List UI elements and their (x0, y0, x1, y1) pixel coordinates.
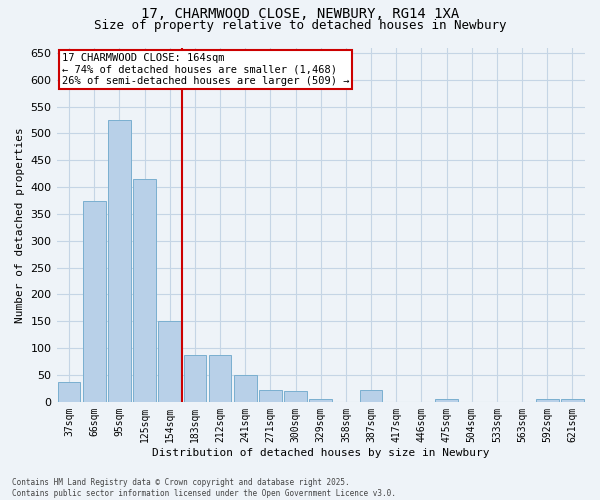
Bar (83, 200, 106, 402)
Text: 17, CHARMWOOD CLOSE, NEWBURY, RG14 1XA: 17, CHARMWOOD CLOSE, NEWBURY, RG14 1XA (141, 8, 459, 22)
Bar (58, 382, 80, 402)
Text: Size of property relative to detached houses in Newbury: Size of property relative to detached ho… (94, 19, 506, 32)
Bar (184, 354, 206, 402)
Bar (435, 399, 458, 402)
Bar (158, 322, 181, 402)
Bar (108, 120, 131, 402)
Bar (234, 375, 257, 402)
Bar (259, 390, 282, 402)
Bar (284, 391, 307, 402)
Bar (536, 399, 559, 402)
Bar (561, 399, 584, 402)
Text: 17 CHARMWOOD CLOSE: 164sqm
← 74% of detached houses are smaller (1,468)
26% of s: 17 CHARMWOOD CLOSE: 164sqm ← 74% of deta… (62, 53, 349, 86)
X-axis label: Distribution of detached houses by size in Newbury: Distribution of detached houses by size … (152, 448, 490, 458)
Text: Contains HM Land Registry data © Crown copyright and database right 2025.
Contai: Contains HM Land Registry data © Crown c… (12, 478, 396, 498)
Bar (133, 179, 156, 402)
Bar (310, 399, 332, 402)
Bar (360, 390, 382, 402)
Bar (209, 354, 232, 402)
Y-axis label: Number of detached properties: Number of detached properties (15, 127, 25, 322)
